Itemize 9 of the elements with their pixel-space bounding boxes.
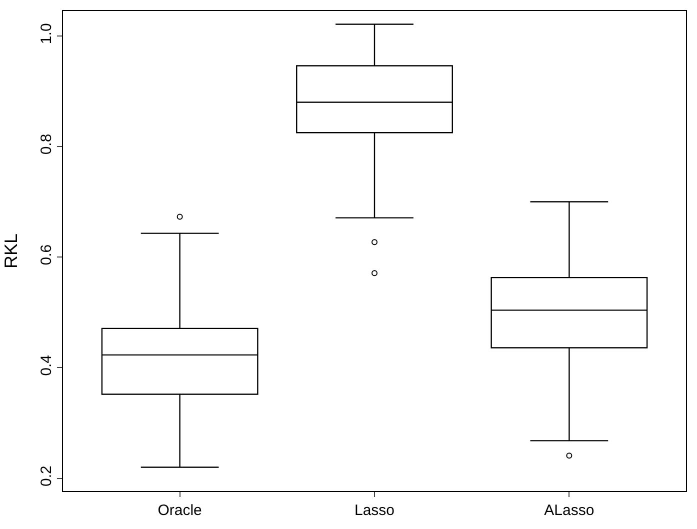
y-tick-label: 0.4 (38, 355, 55, 376)
y-axis-title: RKL (1, 233, 22, 269)
y-tick-label: 1.0 (38, 23, 55, 44)
x-tick-label: Lasso (354, 502, 395, 519)
x-tick-label: ALasso (544, 502, 594, 519)
x-tick-label: Oracle (158, 502, 202, 519)
y-tick-label: 0.8 (38, 134, 55, 155)
y-tick-label: 0.2 (38, 466, 55, 486)
y-tick-label: 0.6 (38, 244, 55, 266)
